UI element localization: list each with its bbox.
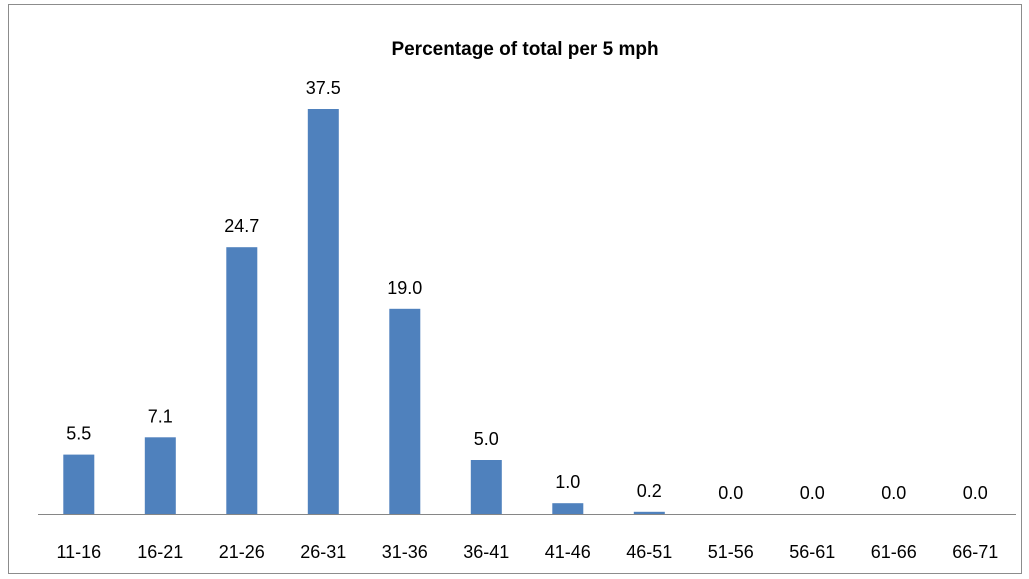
- bar-21-26: [226, 247, 258, 514]
- data-label-56-61: 0.0: [800, 483, 825, 503]
- bars-group: [63, 109, 665, 514]
- data-label-41-46: 1.0: [555, 472, 580, 492]
- bar-46-51: [633, 511, 665, 514]
- x-tick-label-31-36: 31-36: [382, 542, 428, 562]
- bar-11-16: [63, 454, 95, 514]
- data-label-31-36: 19.0: [387, 278, 422, 298]
- data-label-21-26: 24.7: [224, 216, 259, 236]
- chart-frame: [8, 4, 1022, 574]
- x-tick-label-11-16: 11-16: [56, 542, 101, 562]
- data-label-51-56: 0.0: [718, 483, 743, 503]
- data-label-11-16: 5.5: [66, 424, 91, 444]
- data-label-26-31: 37.5: [306, 78, 341, 98]
- data-label-66-71: 0.0: [963, 483, 988, 503]
- x-tick-label-51-56: 51-56: [708, 542, 754, 562]
- bar-26-31: [307, 109, 339, 514]
- x-tick-label-41-46: 41-46: [545, 542, 591, 562]
- x-tick-label-16-21: 16-21: [137, 542, 183, 562]
- data-label-36-41: 5.0: [474, 429, 499, 449]
- bar-36-41: [470, 460, 502, 514]
- x-tick-labels-group: 11-16 16-21 21-26 26-31 31-36 36-41 41-46 46-51…: [56, 542, 998, 562]
- x-tick-label-26-31: 26-31: [300, 542, 346, 562]
- x-tick-label-36-41: 36-41: [463, 542, 509, 562]
- x-tick-label-61-66: 61-66: [871, 542, 917, 562]
- x-tick-label-46-51: 46-51: [626, 542, 672, 562]
- x-tick-label-21-26: 21-26: [219, 542, 265, 562]
- x-tick-label-56-61: 56-61: [789, 542, 835, 562]
- bar-41-46: [552, 503, 584, 514]
- bar-16-21: [144, 437, 176, 514]
- data-label-46-51: 0.2: [637, 481, 662, 501]
- bar-31-36: [389, 308, 421, 514]
- data-label-16-21: 7.1: [148, 406, 173, 426]
- chart-title: Percentage of total per 5 mph: [391, 39, 658, 60]
- data-labels-group: 5.5 7.1 24.7 37.5 19.0 5.0 1.0 0.2 0.0 0.0 0.0 0.0: [66, 78, 988, 503]
- x-tick-label-66-71: 66-71: [952, 542, 998, 562]
- data-label-61-66: 0.0: [881, 483, 906, 503]
